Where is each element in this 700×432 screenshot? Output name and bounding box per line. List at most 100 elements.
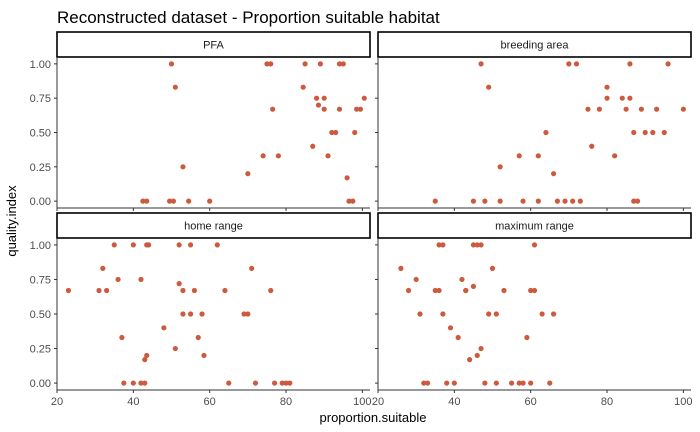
data-point — [264, 61, 270, 67]
data-point — [252, 380, 259, 386]
data-point — [100, 265, 106, 271]
data-point — [680, 106, 686, 112]
data-point — [96, 287, 102, 294]
data-point — [180, 164, 186, 170]
data-point — [459, 276, 465, 283]
data-point — [612, 153, 618, 159]
facet-panel: breeding area — [375, 31, 692, 211]
data-point — [577, 198, 583, 204]
facet-panel: home range 0.00 0.25 0.50 0.75 1.00 20 40 60 80 10… — [30, 212, 372, 408]
y-tick-label: 0.25 — [30, 162, 51, 174]
data-point — [520, 198, 526, 204]
x-tick-label: 60 — [204, 396, 216, 408]
data-point — [493, 380, 499, 386]
data-point — [627, 95, 633, 101]
y-tick-label: 0.75 — [30, 93, 51, 105]
data-point — [421, 380, 427, 386]
data-point — [570, 198, 576, 204]
data-point — [249, 265, 255, 271]
data-point — [344, 175, 350, 181]
data-point — [440, 242, 446, 248]
data-point — [535, 198, 541, 204]
data-point — [444, 380, 450, 386]
data-point — [287, 380, 293, 386]
x-tick-label: 40 — [448, 396, 460, 408]
data-point — [489, 265, 496, 271]
data-point — [539, 311, 545, 317]
data-point — [138, 380, 144, 386]
data-point — [528, 380, 534, 386]
x-tick-label: 20 — [51, 396, 63, 408]
data-point — [661, 129, 667, 136]
data-point — [226, 380, 232, 386]
data-point — [650, 129, 656, 136]
data-point — [245, 311, 251, 317]
data-point — [321, 106, 327, 112]
data-point — [550, 171, 557, 177]
data-point — [654, 106, 660, 112]
data-point — [187, 242, 194, 248]
data-point — [354, 106, 360, 112]
data-point — [425, 380, 431, 386]
data-point — [279, 380, 285, 386]
data-point — [222, 287, 228, 294]
y-tick-label: 0.50 — [30, 309, 51, 321]
data-point — [130, 242, 136, 248]
data-point — [493, 311, 499, 317]
facet-strip-label: breeding area — [501, 40, 570, 52]
data-point — [497, 164, 503, 170]
data-point — [478, 345, 484, 352]
data-point — [665, 61, 671, 67]
data-point — [638, 106, 644, 112]
data-point — [111, 242, 117, 248]
data-point — [176, 242, 182, 248]
x-tick-label: 100 — [674, 396, 692, 408]
data-point — [463, 287, 469, 294]
data-point — [535, 153, 541, 159]
data-point — [315, 102, 322, 108]
x-tick-label: 40 — [127, 396, 139, 408]
data-point — [497, 198, 503, 204]
data-point — [467, 357, 473, 363]
facet-panel: maximum range 20 40 60 80 100 — [372, 212, 693, 408]
data-point — [516, 153, 522, 159]
y-tick-label: 0.00 — [30, 378, 51, 390]
data-point — [333, 129, 339, 136]
data-point — [634, 198, 641, 204]
data-point — [241, 311, 247, 317]
data-point — [187, 311, 194, 317]
data-point — [474, 242, 480, 248]
data-point — [168, 61, 175, 67]
data-point — [478, 242, 484, 248]
facet-strip — [377, 212, 692, 239]
panels-layer: PFA 0.00 0.25 0.50 0.75 1.00 breeding area home… — [30, 31, 693, 408]
data-point — [275, 153, 281, 159]
x-tick-label: 80 — [601, 396, 613, 408]
data-point — [436, 287, 442, 294]
x-tick-label: 60 — [525, 396, 537, 408]
data-point — [585, 106, 591, 112]
data-point — [214, 242, 220, 248]
data-point — [482, 380, 488, 386]
data-point — [268, 61, 274, 67]
data-point — [340, 61, 346, 67]
data-point — [550, 311, 557, 317]
data-point — [186, 198, 192, 204]
data-point — [623, 106, 629, 112]
data-point — [474, 352, 480, 359]
y-tick-label: 0.25 — [30, 344, 51, 356]
data-point — [172, 84, 178, 90]
data-point — [516, 380, 522, 386]
data-point — [566, 61, 572, 67]
data-point — [357, 106, 364, 112]
data-point — [317, 61, 323, 67]
data-point — [413, 276, 419, 283]
data-point — [207, 198, 213, 204]
data-point — [520, 380, 526, 386]
data-point — [201, 352, 207, 359]
data-point — [142, 380, 148, 386]
data-point — [329, 129, 335, 136]
data-point — [447, 325, 454, 331]
data-point — [271, 380, 278, 386]
facet-strip-label: maximum range — [495, 221, 574, 233]
